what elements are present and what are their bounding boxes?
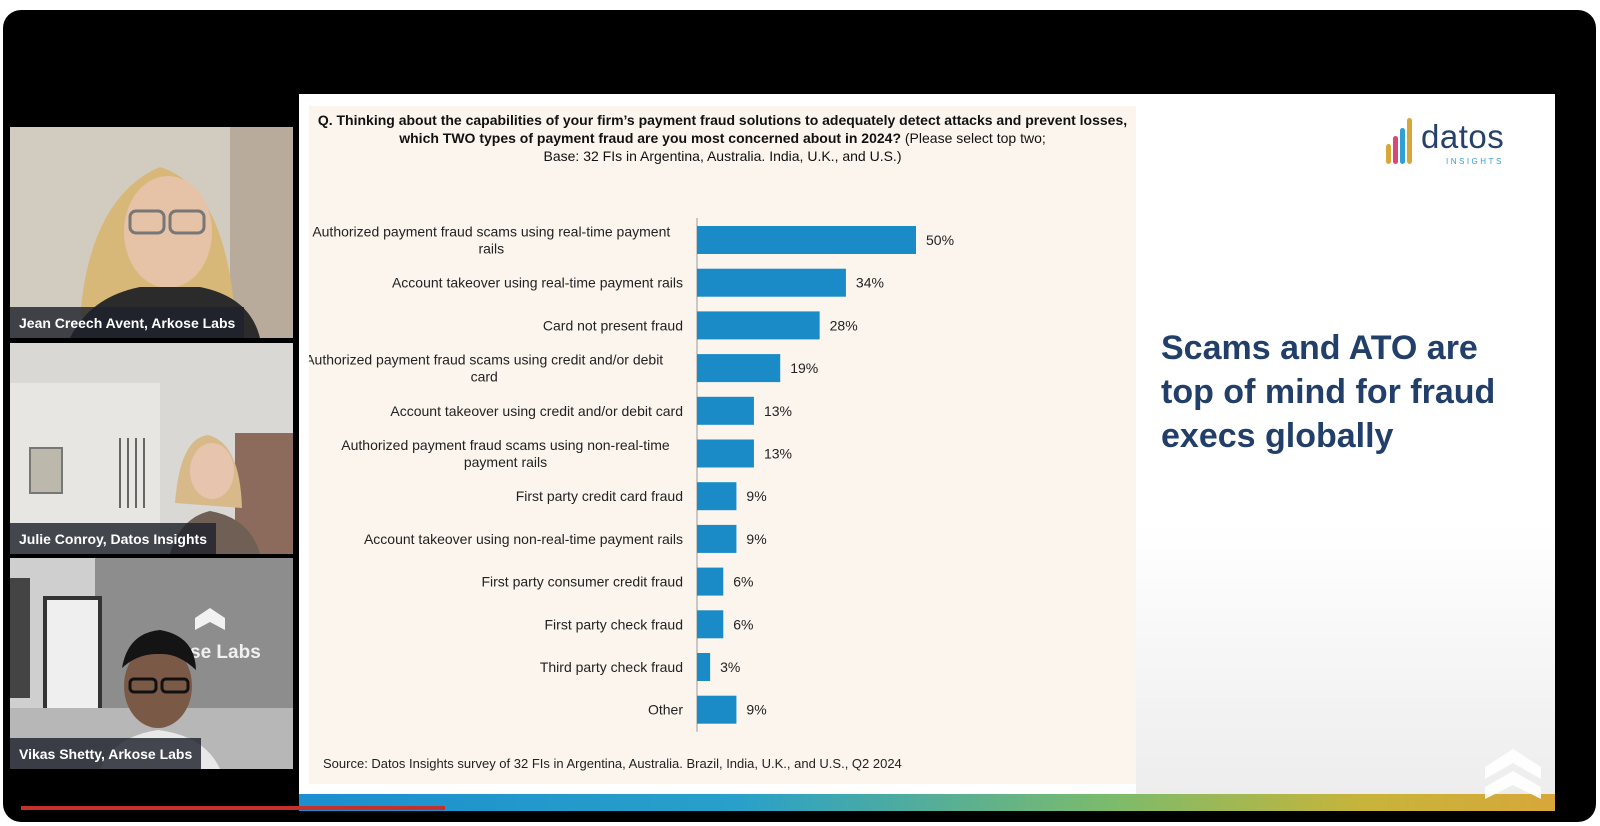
bar-9 [697, 610, 724, 639]
bar-chart: 50% Authorized payment fraud scams using … [309, 218, 954, 732]
question-bold-text: Q. Thinking about the capabilities of yo… [317, 112, 1128, 146]
question-base: Base: 32 FIs in Argentina, Australia. In… [543, 148, 902, 164]
bar-10 [697, 653, 711, 681]
slide-color-strip [299, 794, 1555, 811]
bar-4 [697, 396, 754, 425]
chart-panel: Q. Thinking about the capabilities of yo… [309, 106, 1136, 784]
participant-tile-1[interactable]: Jean Creech Avent, Arkose Labs [10, 127, 293, 338]
data-label-2: 28% [830, 317, 858, 333]
bar-3 [697, 354, 781, 383]
arkose-labs-watermark-icon [1485, 749, 1541, 799]
category-label-1: Account takeover using real-time payment… [392, 275, 683, 291]
category-label-2: Card not present fraud [543, 317, 683, 333]
slide-fade [1136, 524, 1555, 811]
slide-headline: Scams and ATO are top of mind for fraud … [1161, 329, 1496, 455]
category-label-7: Account takeover using non-real-time pay… [364, 531, 683, 547]
video-frame: Jean Creech Avent, Arkose Labs Julie Con… [3, 10, 1596, 822]
category-label-10: Third party check fraud [540, 659, 683, 675]
svg-text:se Labs: se Labs [190, 642, 261, 663]
participant-name-2: Julie Conroy, Datos Insights [10, 523, 216, 554]
category-label-11: Other [648, 702, 683, 718]
category-label-4: Account takeover using credit and/or deb… [390, 403, 683, 419]
bar-1 [697, 268, 846, 297]
participant-name-1: Jean Creech Avent, Arkose Labs [10, 307, 245, 338]
bar-11 [697, 695, 737, 724]
presentation-slide: Q. Thinking about the capabilities of yo… [299, 94, 1555, 811]
datos-logo: datos INSIGHTS [1384, 112, 1514, 172]
chart-question: Q. Thinking about the capabilities of yo… [309, 111, 1136, 165]
data-label-10: 3% [720, 659, 740, 675]
data-label-8: 6% [733, 574, 753, 590]
bar-7 [697, 524, 737, 553]
bar-0 [697, 226, 916, 254]
datos-logo-icon [1386, 118, 1412, 164]
datos-logo-subtitle: INSIGHTS [1446, 157, 1504, 166]
data-label-0: 50% [926, 232, 954, 248]
category-label-9: First party check fraud [545, 616, 684, 632]
bar-2 [697, 311, 820, 340]
chart-source: Source: Datos Insights survey of 32 FIs … [323, 756, 902, 771]
data-label-7: 9% [746, 531, 766, 547]
data-label-9: 6% [733, 616, 753, 632]
category-label-5: Authorized payment fraud scams using non… [341, 437, 670, 470]
datos-logo-word: datos [1421, 118, 1505, 155]
category-label-3: Authorized payment fraud scams using cre… [309, 352, 663, 385]
data-label-6: 9% [746, 488, 766, 504]
data-label-4: 13% [764, 403, 792, 419]
question-note: (Please select top two; [904, 130, 1046, 146]
participant-tile-2[interactable]: Julie Conroy, Datos Insights [10, 343, 293, 554]
data-label-3: 19% [790, 360, 818, 376]
category-label-0: Authorized payment fraud scams using rea… [312, 224, 670, 257]
data-label-5: 13% [764, 446, 792, 462]
data-label-1: 34% [856, 275, 884, 291]
participant-name-3: Vikas Shetty, Arkose Labs [10, 738, 202, 769]
bar-6 [697, 482, 737, 511]
bar-8 [697, 567, 724, 596]
data-label-11: 9% [746, 702, 766, 718]
bar-5 [697, 439, 754, 468]
video-progress-bar[interactable] [21, 806, 445, 810]
participant-tile-3[interactable]: se Labs Vikas Shetty, Arkose Labs [10, 558, 293, 769]
category-label-6: First party credit card fraud [516, 488, 683, 504]
category-label-8: First party consumer credit fraud [481, 574, 683, 590]
